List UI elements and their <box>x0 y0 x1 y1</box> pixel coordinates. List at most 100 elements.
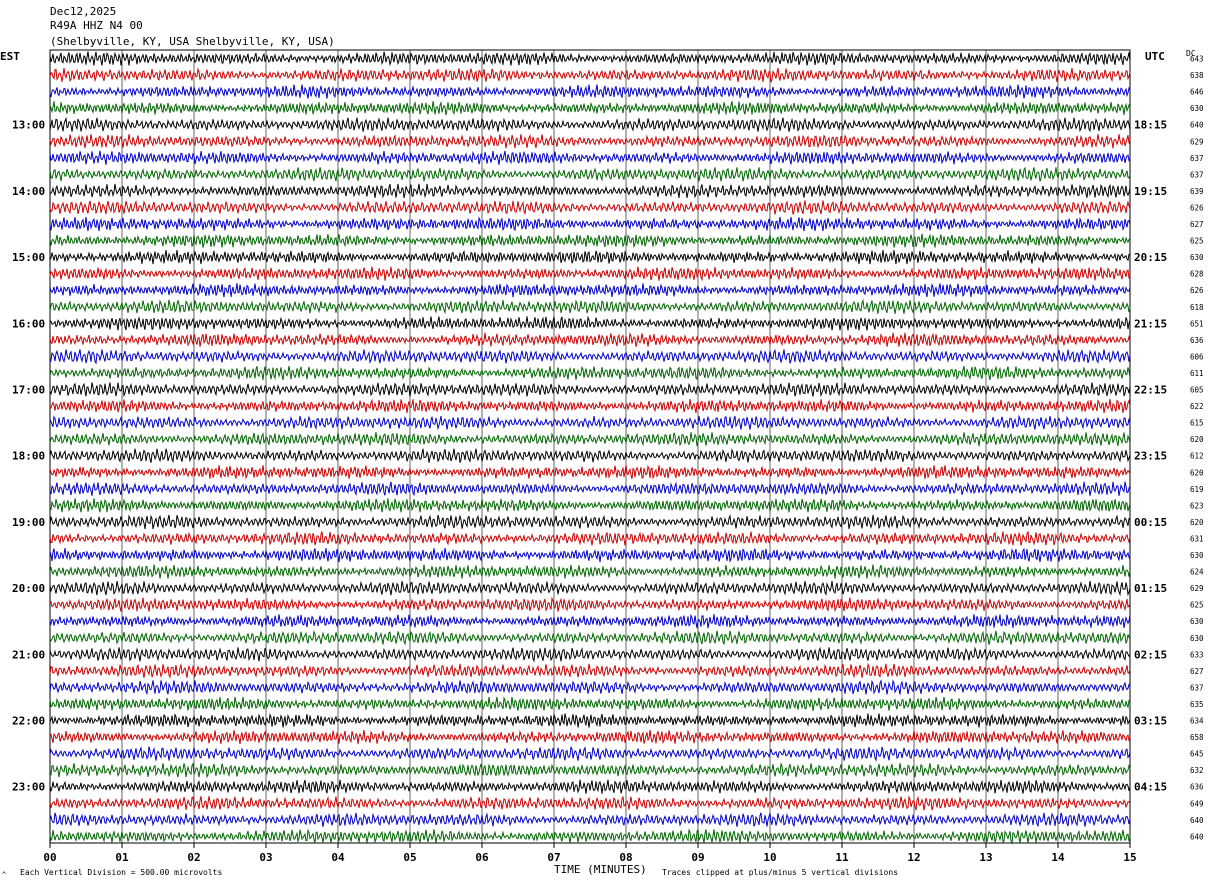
seismic-trace-38 <box>49 679 1131 696</box>
right-timezone-label: UTC <box>1145 50 1165 63</box>
right-time-label: 21:15 <box>1134 317 1167 330</box>
x-tick-label: 05 <box>403 851 416 864</box>
right-time-label: 18:15 <box>1134 119 1167 132</box>
dc-offset-label: 622 <box>1190 402 1204 411</box>
seismic-trace-16 <box>49 315 1131 331</box>
right-time-label: 20:15 <box>1134 251 1167 264</box>
left-time-label: 20:00 <box>12 582 45 595</box>
x-tick-label: 10 <box>763 851 776 864</box>
right-time-label: 19:15 <box>1134 185 1167 198</box>
seismic-trace-47 <box>49 828 1131 846</box>
seismic-trace-17 <box>49 331 1131 347</box>
dc-offset-label: 646 <box>1190 88 1204 97</box>
dc-offset-label: 615 <box>1190 419 1204 428</box>
x-tick-label: 13 <box>979 851 992 864</box>
seismic-trace-34 <box>49 613 1131 629</box>
dc-offset-header: DC <box>1186 49 1196 58</box>
dc-offset-label: 627 <box>1190 220 1204 229</box>
right-time-label: 01:15 <box>1134 582 1167 595</box>
x-tick-label: 09 <box>691 851 704 864</box>
left-time-label: 23:00 <box>12 781 45 794</box>
left-time-label: 15:00 <box>12 251 45 264</box>
seismic-trace-44 <box>49 779 1131 794</box>
left-time-label: 19:00 <box>12 516 45 529</box>
seismic-trace-36 <box>49 646 1131 663</box>
station-location: (Shelbyville, KY, USA Shelbyville, KY, U… <box>50 35 335 48</box>
seismic-traces <box>49 51 1131 846</box>
seismic-trace-25 <box>49 464 1131 480</box>
dc-offset-label: 619 <box>1190 485 1204 494</box>
dc-offset-label: 637 <box>1190 683 1204 692</box>
seismic-trace-11 <box>49 233 1131 249</box>
seismic-trace-37 <box>49 662 1131 679</box>
dc-offset-label: 631 <box>1190 534 1204 543</box>
dc-offset-label: 637 <box>1190 170 1204 179</box>
seismic-trace-42 <box>49 745 1131 762</box>
dc-offset-label: 635 <box>1190 700 1204 709</box>
seismic-trace-6 <box>49 150 1131 165</box>
x-tick-label: 01 <box>115 851 129 864</box>
station-channel-label: R49A HHZ N4 00 <box>50 19 143 32</box>
seismic-trace-12 <box>49 249 1131 265</box>
x-tick-label: 08 <box>619 851 632 864</box>
seismic-trace-8 <box>49 183 1131 199</box>
x-tick-label: 02 <box>187 851 200 864</box>
seismic-trace-1 <box>49 67 1131 83</box>
dc-offset-label: 620 <box>1190 435 1204 444</box>
seismic-trace-46 <box>49 812 1131 828</box>
x-tick-label: 04 <box>331 851 345 864</box>
dc-offset-label: 626 <box>1190 286 1204 295</box>
dc-offset-label: 630 <box>1190 253 1204 262</box>
x-tick-label: 12 <box>907 851 920 864</box>
left-time-label: 17:00 <box>12 384 45 397</box>
left-time-label: 14:00 <box>12 185 45 198</box>
plot-frame <box>49 49 1131 844</box>
left-time-label: 16:00 <box>12 317 45 330</box>
right-time-label: 22:15 <box>1134 384 1167 397</box>
seismic-trace-40 <box>49 712 1131 728</box>
dc-offset-label: 629 <box>1190 137 1204 146</box>
dc-offset-label: 620 <box>1190 518 1204 527</box>
left-time-label: 22:00 <box>12 715 45 728</box>
seismic-trace-43 <box>49 762 1131 779</box>
right-time-label: 03:15 <box>1134 715 1167 728</box>
seismic-trace-28 <box>49 514 1131 530</box>
dc-offset-label: 623 <box>1190 501 1204 510</box>
seismic-trace-13 <box>49 266 1131 282</box>
x-axis-title: TIME (MINUTES) <box>554 863 647 876</box>
dc-offset-label: 628 <box>1190 270 1204 279</box>
seismic-trace-45 <box>49 795 1131 811</box>
right-time-label: 00:15 <box>1134 516 1167 529</box>
seismic-trace-3 <box>49 100 1131 116</box>
dc-offset-label: 630 <box>1190 551 1204 560</box>
right-time-label: 02:15 <box>1134 648 1167 661</box>
seismic-trace-19 <box>49 365 1131 381</box>
seismic-trace-26 <box>49 481 1131 497</box>
dc-offset-label: 649 <box>1190 799 1204 808</box>
dc-offset-label: 611 <box>1190 369 1204 378</box>
seismic-trace-2 <box>49 84 1131 99</box>
left-time-label: 13:00 <box>12 119 45 132</box>
dc-offset-label: 640 <box>1190 121 1204 130</box>
dc-offset-label: 639 <box>1190 187 1204 196</box>
seismic-trace-23 <box>49 431 1131 447</box>
seismic-trace-29 <box>49 531 1131 546</box>
dc-offset-label: 645 <box>1190 750 1204 759</box>
dc-offset-label: 625 <box>1190 237 1204 246</box>
right-time-label: 23:15 <box>1134 450 1167 463</box>
dc-offset-label: 612 <box>1190 452 1204 461</box>
seismic-trace-39 <box>49 696 1131 711</box>
dc-offset-label: 640 <box>1190 832 1204 841</box>
seismic-trace-9 <box>49 200 1131 216</box>
seismic-trace-5 <box>49 133 1131 149</box>
dc-offset-label: 651 <box>1190 319 1204 328</box>
dc-offset-label: 633 <box>1190 650 1204 659</box>
dc-offset-label: 624 <box>1190 568 1204 577</box>
seismic-trace-41 <box>49 729 1131 745</box>
left-timezone-label: EST <box>0 50 20 63</box>
footer-mark: ^ <box>2 871 7 879</box>
seismic-trace-21 <box>49 398 1131 414</box>
vertical-scale-note: Each Vertical Division = 500.00 microvol… <box>20 868 223 877</box>
dc-offset-label: 627 <box>1190 667 1204 676</box>
